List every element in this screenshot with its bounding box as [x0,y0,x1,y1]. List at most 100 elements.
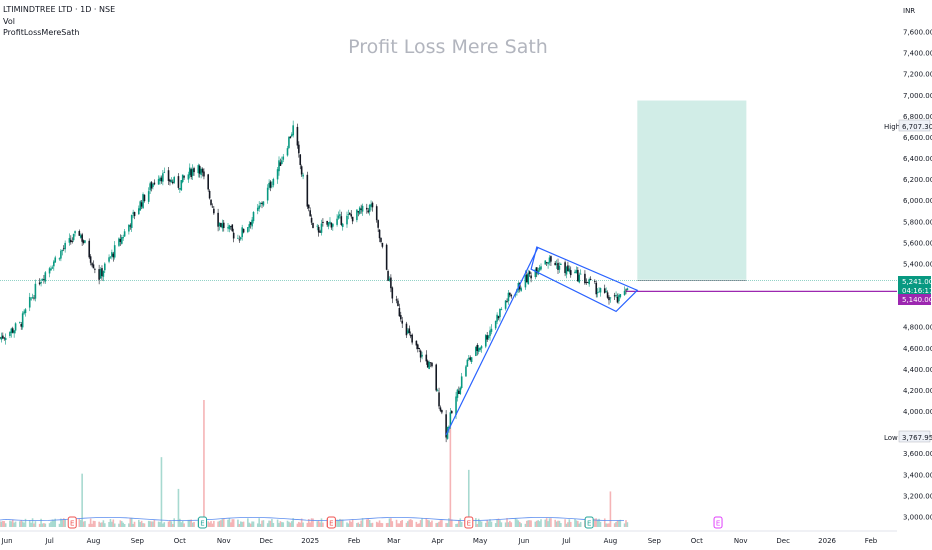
volume-indicator-label[interactable]: Vol [3,17,15,26]
volume-bar [271,519,273,527]
candle-body [181,174,184,183]
volume-bar [111,521,113,527]
price-tick-label: 5,400.00 [903,260,932,268]
candle-body [159,177,161,182]
candle-body [231,224,234,232]
countdown-value: 04:16:17 [902,287,932,295]
volume-bar [408,519,411,527]
candle-body [316,225,319,227]
candle-body [143,194,146,202]
volume-bar [281,522,283,527]
candle-body [113,245,116,258]
volume-bar [371,522,374,527]
candle-body [296,126,299,146]
volume-bar [33,523,35,527]
volume-bar [351,519,354,527]
candle-body [191,168,194,176]
candle-body [626,288,629,291]
candle-body [368,204,371,212]
volume-bar [288,521,290,527]
candle-body [569,270,572,276]
symbol-title[interactable]: LTIMINDTREE LTD · 1D · NSE [3,5,116,14]
volume-bar [169,520,171,527]
candle-body [499,309,501,318]
volume-spike-bar [203,400,205,527]
volume-bar [272,522,275,527]
volume-bar [446,523,449,527]
volume-bar [550,518,552,527]
candle-body [30,298,32,300]
price-axis[interactable] [897,0,932,531]
volume-bar [419,520,422,527]
candle-body [41,279,44,281]
volume-bar [20,520,23,527]
volume-bar [112,519,115,527]
candle-body [460,376,463,389]
candle-body [9,332,11,336]
candle-body [428,361,430,369]
volume-bar [129,518,132,527]
earnings-marker-letter: E [70,520,74,528]
candle-body [149,183,151,191]
candle-body [133,211,136,217]
flag-pattern-drawing[interactable] [445,246,639,436]
earnings-marker [67,516,77,529]
candle-body [13,330,15,334]
candle-body [157,178,160,185]
candle-body [415,340,418,346]
volume-bar [518,521,521,527]
volume-bar [524,523,527,527]
time-axis-labels[interactable]: Jun Jul Aug Sep Oct Nov Dec 2025 Feb Mar Apr May Jun… [1,537,878,545]
volume-bar [9,520,11,527]
volume-bar [4,523,7,527]
volume-bar [61,520,64,527]
low-label: Low [884,434,898,442]
volume-bar [426,519,429,527]
volume-bar [616,520,619,527]
candle-body [241,227,243,238]
flagpole-line [445,246,539,436]
volume-bar [517,520,520,527]
volume-bar [130,518,133,527]
candle-body [286,148,289,156]
volume-bar [625,520,627,527]
price-tick-label: 6,400.00 [903,155,932,163]
earnings-marker-letter: E [329,520,333,528]
candle-body [395,299,398,301]
volume-bar [557,520,559,527]
time-tick-label: Aug [604,537,618,545]
volume-bar [232,519,235,527]
candle-body [435,364,438,391]
time-tick-label: Dec [776,537,790,545]
candle-body [60,250,62,259]
volume-bar [140,520,143,527]
candle-body [623,290,626,296]
volume-spike-bar [177,488,180,527]
candle-body [514,294,517,296]
candle-body [469,357,471,360]
candle-body [524,274,527,288]
volume-bar [241,521,243,527]
candle-body [259,203,262,204]
candle-body [371,202,374,208]
volume-bar [357,522,360,527]
volume-bar [128,523,130,527]
custom-indicator-label[interactable]: ProfitLossMereSath [3,28,80,37]
candle-body [248,224,251,228]
price-tick-label: 3,400.00 [903,471,932,479]
volume-bar [626,522,629,527]
candle-body [555,263,558,265]
candle-body [68,238,71,243]
candle-body [228,225,231,230]
position-zones [637,100,747,280]
volume-bar [568,519,571,527]
price-tick-label: 7,400.00 [903,50,932,58]
price-tick-label: 4,000.00 [903,408,932,416]
volume-bar [317,520,320,527]
price-tick-label: 6,000.00 [903,197,932,205]
volume-bar [400,520,402,527]
volume-bar [28,520,31,527]
volume-bar [299,522,302,527]
volume-bar [142,523,144,527]
